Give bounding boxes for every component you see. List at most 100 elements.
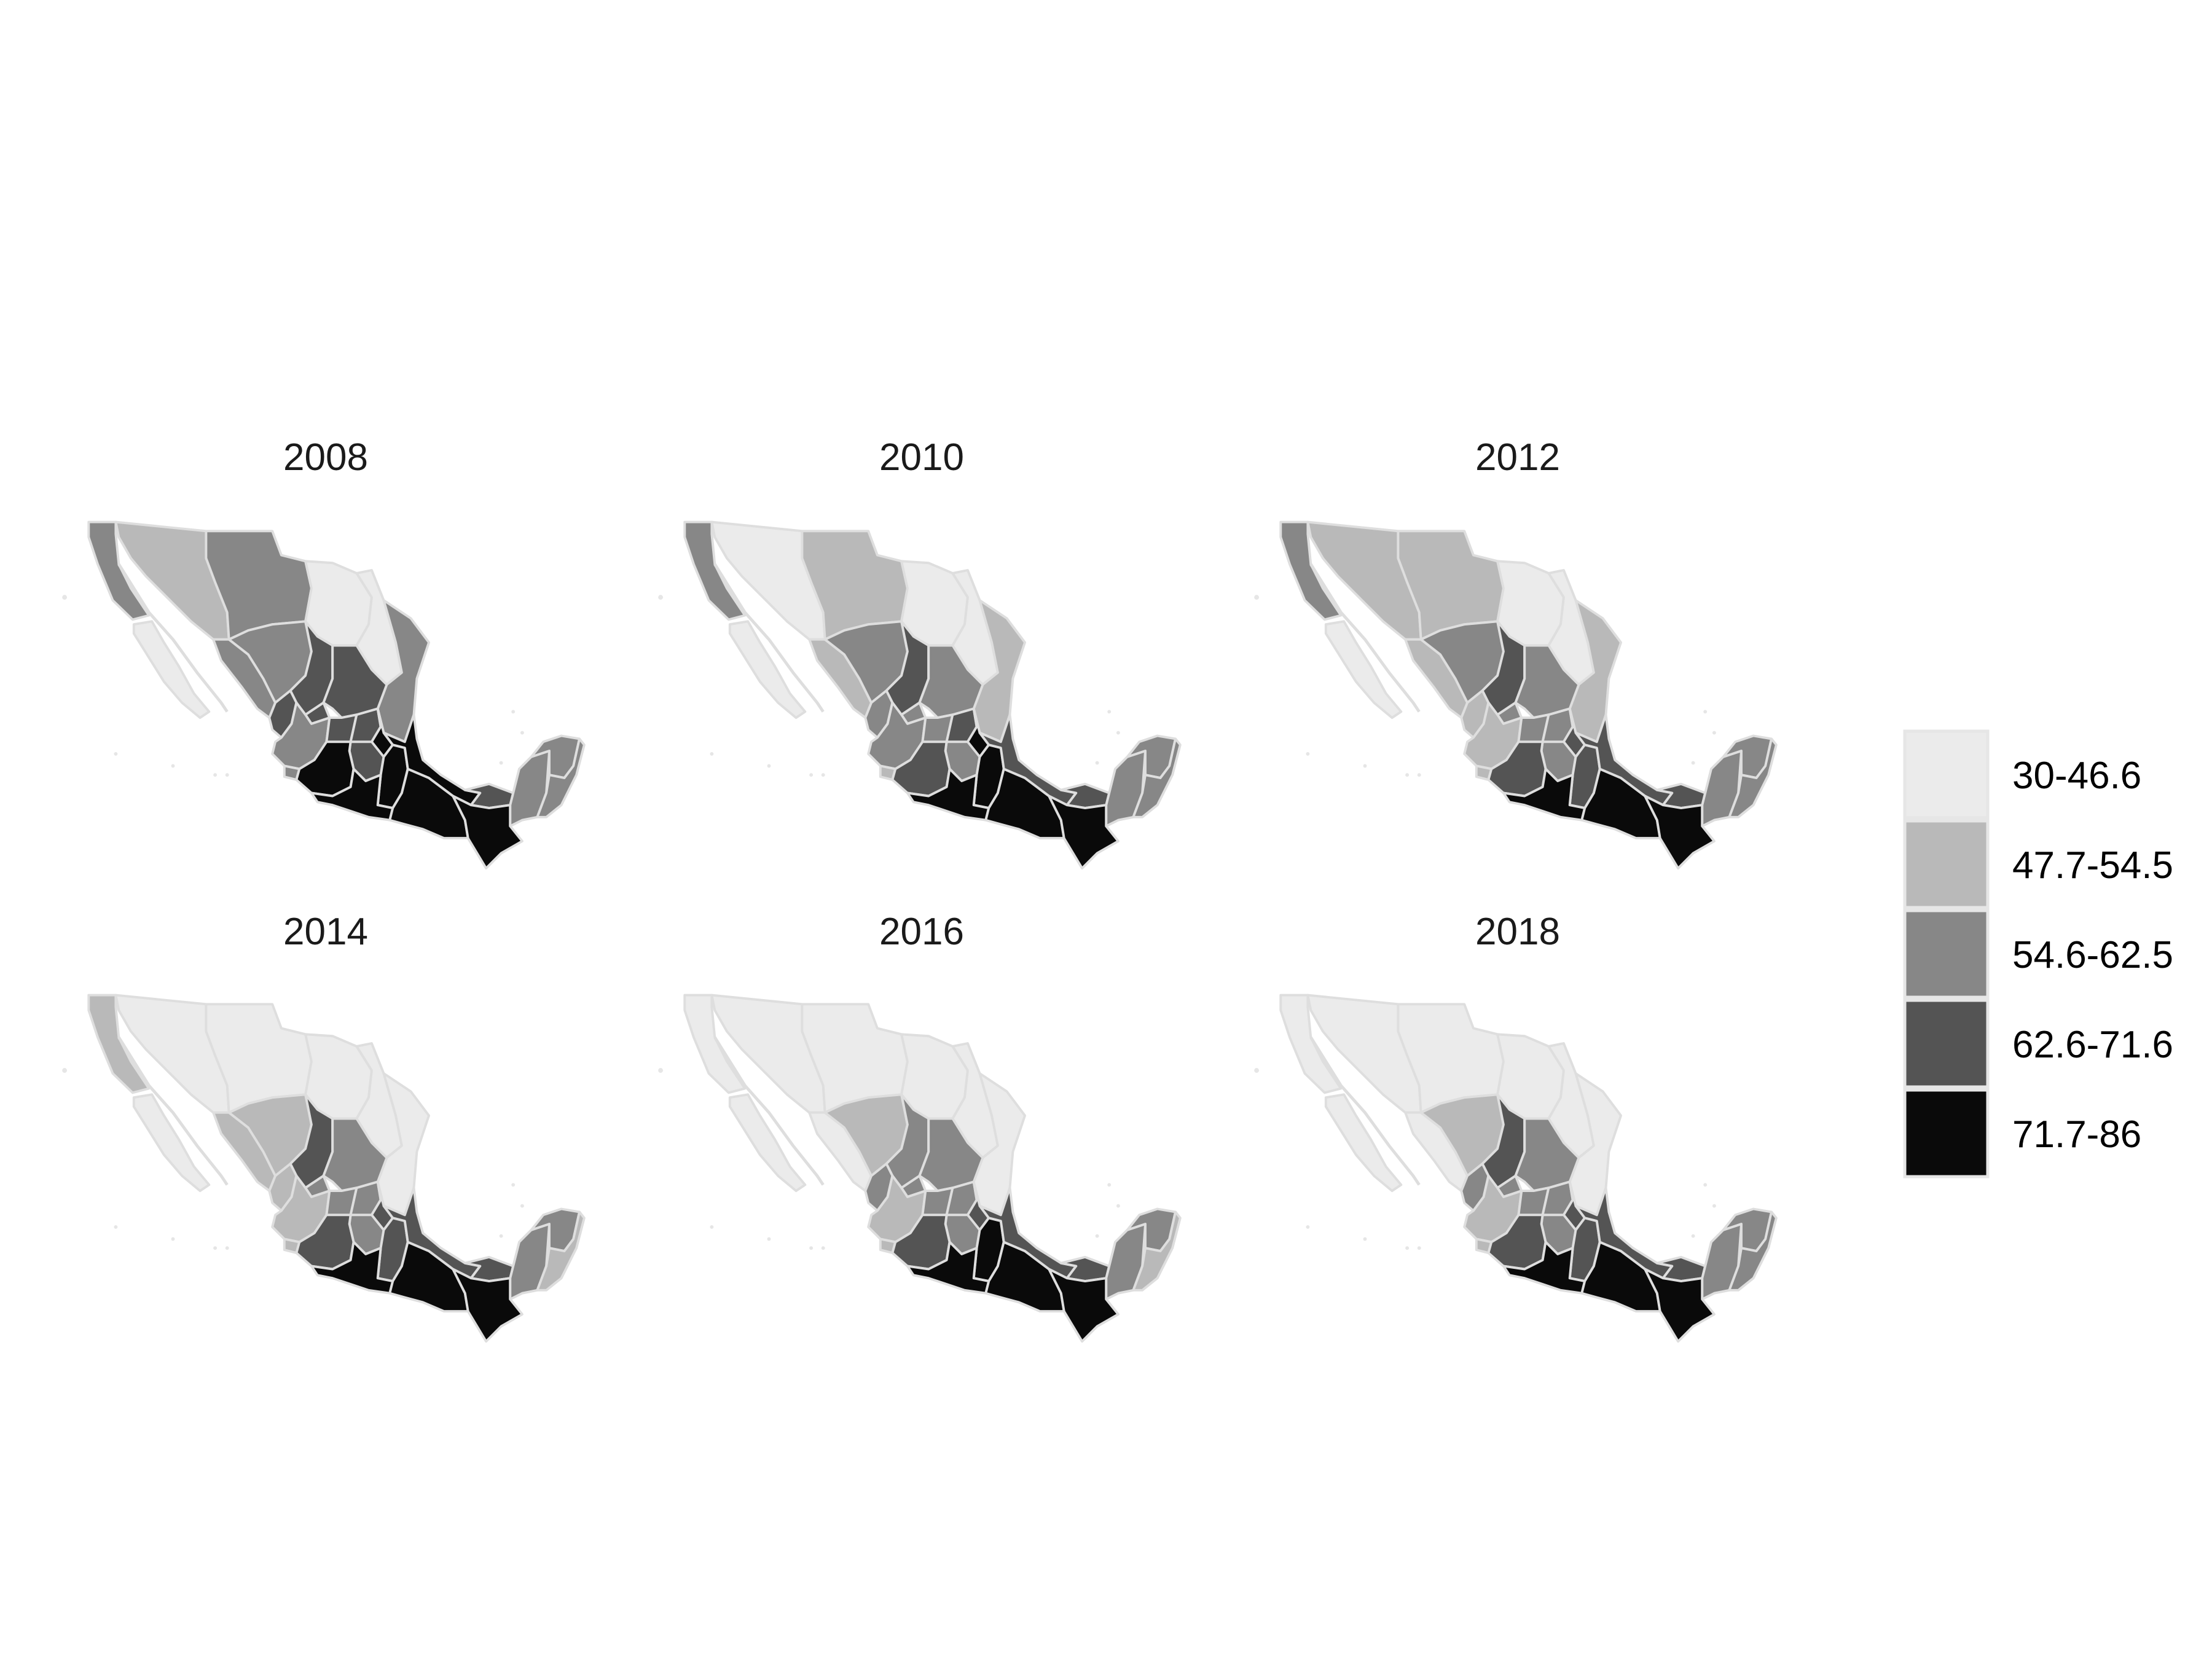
island: [225, 773, 229, 777]
island: [1306, 751, 1310, 756]
state-camp: [1701, 1223, 1743, 1301]
island: [1703, 1183, 1708, 1187]
legend-swatch-2: [1903, 819, 1990, 909]
state-bc: [1279, 520, 1343, 621]
island: [1703, 710, 1708, 714]
map-panel-2014: 2014: [62, 911, 586, 1343]
island: [114, 1225, 118, 1229]
island: [114, 751, 118, 756]
legend-swatch-3: [1903, 909, 1990, 999]
state-qroo: [536, 737, 586, 818]
state-chis: [1644, 1268, 1716, 1343]
island: [1363, 764, 1367, 768]
island: [213, 1246, 218, 1250]
state-bc: [683, 520, 747, 621]
island: [1116, 731, 1120, 735]
state-bcs: [132, 620, 211, 720]
island: [1107, 1183, 1112, 1187]
island: [225, 1246, 229, 1250]
coastline: [117, 1036, 229, 1186]
island: [511, 1183, 516, 1187]
coastline: [117, 563, 229, 713]
legend-entry-5: 71.7-86: [1903, 1088, 2141, 1179]
mexico-map: [658, 520, 1182, 870]
state-gro: [1502, 1241, 1586, 1295]
panel-title: 2012: [1475, 436, 1560, 479]
map-panel-2012: 2012: [1254, 436, 1778, 870]
island: [499, 761, 503, 765]
state-qroo: [1728, 737, 1778, 818]
island: [1306, 1225, 1310, 1229]
island: [62, 1068, 68, 1073]
legend-label-2: 47.7-54.5: [2012, 844, 2173, 887]
state-bcs: [1324, 620, 1403, 720]
legend-swatch-4: [1903, 998, 1990, 1089]
state-bc: [683, 994, 747, 1094]
map-panel-2008: 2008: [62, 436, 586, 870]
island: [1254, 595, 1260, 600]
state-camp: [1701, 750, 1743, 828]
island: [1116, 1204, 1120, 1208]
island: [1417, 773, 1421, 777]
mexico-map: [658, 994, 1182, 1343]
island: [821, 1246, 825, 1250]
panel-title: 2010: [879, 436, 964, 479]
map-panel-2016: 2016: [658, 911, 1182, 1343]
legend-label-3: 54.6-62.5: [2012, 934, 2173, 976]
state-camp: [509, 1223, 551, 1301]
island: [1363, 1237, 1367, 1241]
mexico-map: [1254, 520, 1778, 870]
state-bc: [87, 520, 151, 621]
island: [1712, 731, 1716, 735]
island: [658, 1068, 664, 1073]
state-qroo: [1132, 1210, 1182, 1292]
coastline: [713, 1036, 825, 1186]
island: [1254, 1068, 1260, 1073]
island: [767, 764, 771, 768]
island: [520, 1204, 524, 1208]
state-chis: [452, 1268, 524, 1343]
legend-swatch-5: [1903, 1088, 1990, 1179]
island: [1095, 761, 1099, 765]
island: [213, 773, 218, 777]
island: [809, 773, 814, 777]
island: [62, 595, 68, 600]
island: [511, 710, 516, 714]
state-qroo: [536, 1210, 586, 1292]
island: [767, 1237, 771, 1241]
island: [171, 764, 175, 768]
legend-swatch-1: [1903, 729, 1990, 820]
island: [1417, 1246, 1421, 1250]
mexico-map: [62, 520, 586, 870]
island: [1691, 1234, 1695, 1238]
legend-entry-4: 62.6-71.6: [1903, 998, 2173, 1089]
state-bcs: [728, 620, 807, 720]
legend-entry-3: 54.6-62.5: [1903, 909, 2173, 999]
state-bcs: [132, 1093, 211, 1193]
island: [499, 1234, 503, 1238]
state-bc: [1279, 994, 1343, 1094]
state-gro: [906, 767, 990, 822]
island: [1691, 761, 1695, 765]
coastline: [713, 563, 825, 713]
state-gro: [310, 767, 394, 822]
state-camp: [1105, 1223, 1147, 1301]
mexico-map: [1254, 994, 1778, 1343]
state-camp: [1105, 750, 1147, 828]
map-panel-2010: 2010: [658, 436, 1182, 870]
state-chis: [452, 794, 524, 870]
island: [710, 751, 714, 756]
coastline: [1309, 1036, 1421, 1186]
island: [1405, 1246, 1410, 1250]
island: [821, 773, 825, 777]
coastline: [1309, 563, 1421, 713]
island: [809, 1246, 814, 1250]
panel-title: 2018: [1475, 911, 1560, 953]
island: [1712, 1204, 1716, 1208]
panel-title: 2008: [283, 436, 368, 479]
state-gro: [906, 1241, 990, 1295]
map-panel-2018: 2018: [1254, 911, 1778, 1343]
island: [710, 1225, 714, 1229]
state-qroo: [1728, 1210, 1778, 1292]
